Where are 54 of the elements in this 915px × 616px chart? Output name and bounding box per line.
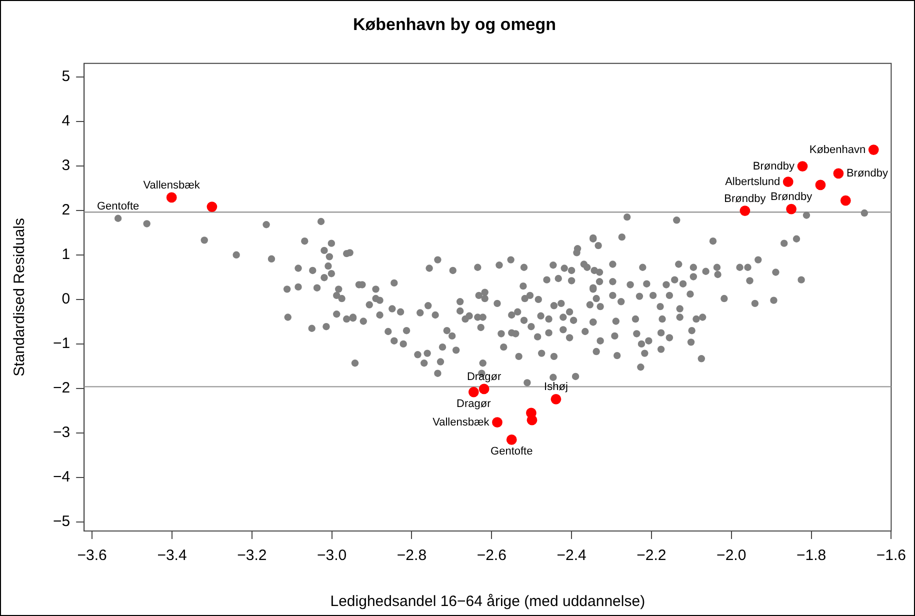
- x-axis-title: Ledighedsandel 16−64 årige (med uddannelse): [330, 593, 646, 610]
- point: [526, 414, 538, 426]
- point: [868, 144, 879, 155]
- point: [492, 417, 502, 428]
- annotation: København: [809, 144, 866, 156]
- point: [840, 195, 851, 206]
- chart-title: København by og omegn: [352, 14, 556, 34]
- annotation: Brøndby: [724, 192, 766, 205]
- annotation: Vallensbæk: [143, 179, 200, 192]
- annotation: Gentofte: [490, 446, 533, 458]
- point: [815, 180, 826, 190]
- annotation: Dragør: [466, 370, 502, 383]
- annotation: Brøndby: [770, 191, 813, 204]
- point: [782, 176, 794, 188]
- y-tick-label: 0: [62, 290, 70, 308]
- y-tick-label: 4: [62, 112, 70, 130]
- x-tick-label: −3.6: [77, 547, 107, 564]
- annotation: Brøndby: [846, 167, 889, 180]
- x-tick-label: −2.2: [636, 547, 666, 564]
- point: [468, 386, 479, 398]
- point: [797, 161, 808, 172]
- point: [478, 384, 490, 394]
- point: [206, 202, 218, 212]
- y-tick-label: 5: [62, 68, 70, 85]
- point: [506, 434, 517, 445]
- y-tick-label: 3: [62, 156, 70, 174]
- x-tick-label: −1.6: [876, 547, 906, 564]
- x-tick-label: −3.4: [157, 547, 187, 564]
- x-tick-label: −2.8: [396, 547, 427, 564]
- annotation: Vallensbæk: [432, 416, 490, 428]
- point: [166, 192, 177, 203]
- x-tick-label: −2.4: [556, 547, 586, 564]
- annotation: Albertslund: [725, 176, 780, 188]
- annotation: Dragør: [456, 398, 492, 410]
- y-axis-title: Standardised Residuals: [11, 218, 28, 376]
- point: [833, 168, 844, 179]
- point: [550, 394, 562, 404]
- annotation: Gentofte: [96, 200, 140, 212]
- y-tick-label: 1: [62, 246, 70, 264]
- point: [786, 204, 797, 214]
- point: [740, 206, 750, 216]
- x-tick-label: −2.0: [716, 547, 746, 564]
- y-tick-label: −3: [52, 424, 70, 442]
- x-tick-label: −3.2: [237, 547, 267, 564]
- y-tick-label: −2: [52, 380, 70, 397]
- x-tick-label: −3.0: [317, 547, 347, 564]
- y-tick-label: 2: [62, 202, 70, 218]
- y-tick-label: −4: [52, 468, 70, 486]
- y-tick-label: −1: [52, 335, 70, 352]
- annotation: Brøndby: [752, 160, 795, 172]
- x-tick-label: −2.6: [476, 547, 506, 564]
- x-tick-label: −1.8: [796, 547, 826, 564]
- annotation: Ishøj: [544, 381, 568, 394]
- y-tick-label: −5: [52, 513, 70, 530]
